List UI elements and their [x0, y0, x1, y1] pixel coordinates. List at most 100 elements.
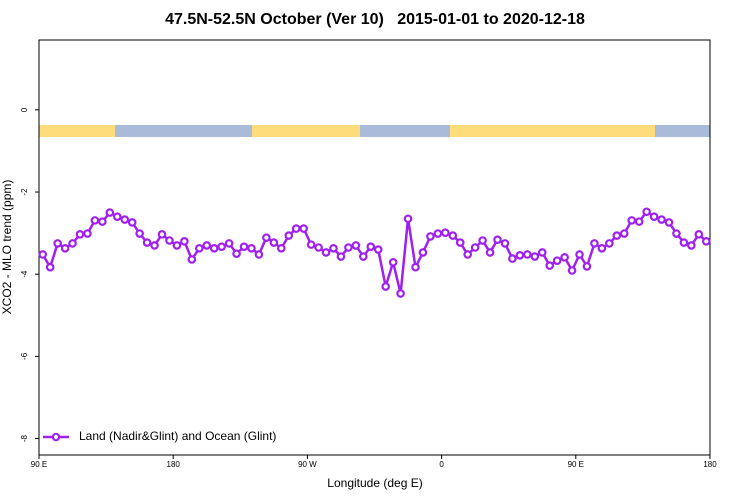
data-point — [478, 236, 487, 245]
data-point — [679, 238, 689, 247]
data-point — [112, 212, 122, 221]
data-point — [187, 255, 197, 264]
data-point — [642, 207, 651, 217]
data-point — [403, 214, 413, 224]
data-point — [627, 216, 637, 225]
data-point — [657, 215, 666, 224]
data-point — [567, 266, 577, 275]
data-point — [336, 252, 346, 261]
plot-frame — [38, 39, 711, 456]
data-point — [612, 231, 622, 240]
data-point — [239, 242, 249, 251]
data-point — [277, 244, 286, 253]
data-point — [68, 239, 77, 248]
y-tick-label: -4 — [20, 270, 29, 278]
y-tick-label: -2 — [20, 188, 29, 196]
x-tick-label: 180 — [167, 460, 181, 469]
data-point — [314, 243, 323, 252]
data-point — [582, 262, 592, 271]
data-point — [560, 253, 569, 262]
data-point — [127, 218, 137, 227]
data-point — [515, 251, 525, 260]
land-segment — [252, 125, 360, 137]
data-line — [41, 210, 708, 294]
data-point — [306, 240, 316, 249]
data-point — [634, 217, 644, 226]
data-point — [441, 228, 450, 238]
data-point — [262, 233, 271, 242]
data-point — [537, 248, 547, 257]
data-point — [329, 244, 338, 253]
x-axis-title: Longitude (deg E) — [327, 476, 422, 490]
data-point — [321, 248, 331, 257]
data-point — [381, 282, 390, 291]
data-point — [291, 224, 301, 233]
data-point — [701, 237, 711, 246]
data-point — [83, 229, 92, 238]
ocean-segment — [360, 125, 450, 137]
x-tick-label: 90 E — [31, 460, 47, 469]
data-point — [254, 250, 264, 259]
legend-label: Land (Nadir&Glint) and Ocean (Glint) — [79, 429, 276, 443]
data-point — [98, 217, 107, 226]
data-point — [194, 244, 204, 253]
data-point — [165, 236, 174, 245]
data-point — [53, 239, 62, 248]
x-tick-label: 90 E — [568, 460, 584, 469]
data-point — [142, 238, 152, 247]
data-point — [284, 231, 294, 240]
ocean-segment — [655, 125, 710, 137]
data-point — [157, 230, 167, 239]
x-tick-label: 90 W — [298, 460, 317, 469]
data-point — [493, 235, 502, 244]
data-point — [649, 212, 659, 221]
data-point — [209, 244, 219, 253]
data-point — [687, 241, 696, 250]
data-point — [120, 215, 130, 224]
data-point — [463, 250, 472, 259]
data-point — [433, 229, 443, 238]
data-point — [411, 262, 420, 272]
y-tick-label: 0 — [20, 107, 29, 112]
data-point — [545, 261, 555, 270]
data-point — [269, 238, 279, 247]
data-point — [90, 216, 100, 225]
land-ocean-band — [39, 125, 710, 137]
data-point — [373, 245, 383, 254]
data-point — [45, 262, 55, 272]
data-point — [500, 239, 510, 248]
data-point — [299, 224, 308, 233]
data-point — [418, 248, 428, 257]
data-point — [619, 229, 629, 238]
land-segment — [450, 125, 655, 137]
data-point — [202, 241, 212, 250]
data-point — [523, 250, 532, 259]
data-point — [485, 248, 495, 257]
x-tick-label: 180 — [703, 460, 717, 469]
data-point — [135, 229, 144, 238]
data-point — [605, 239, 614, 248]
data-point — [470, 243, 480, 252]
data-point — [694, 230, 704, 239]
data-point — [224, 239, 234, 248]
data-point — [351, 241, 361, 250]
data-point — [448, 231, 458, 240]
data-point — [590, 239, 599, 248]
data-point — [426, 232, 435, 241]
data-point — [396, 289, 405, 298]
data-point — [366, 242, 376, 251]
data-point — [232, 249, 241, 258]
y-axis-title: XCO2 - MLO trend (ppm) — [0, 180, 14, 315]
legend-marker — [51, 432, 61, 442]
ocean-segment — [115, 125, 252, 137]
y-tick-label: -6 — [20, 352, 29, 360]
data-point — [180, 237, 189, 246]
data-point — [455, 238, 465, 247]
data-point — [247, 244, 256, 253]
data-point — [359, 252, 368, 261]
y-tick-label: -8 — [20, 434, 29, 442]
data-point — [172, 241, 182, 250]
data-point — [344, 243, 353, 252]
